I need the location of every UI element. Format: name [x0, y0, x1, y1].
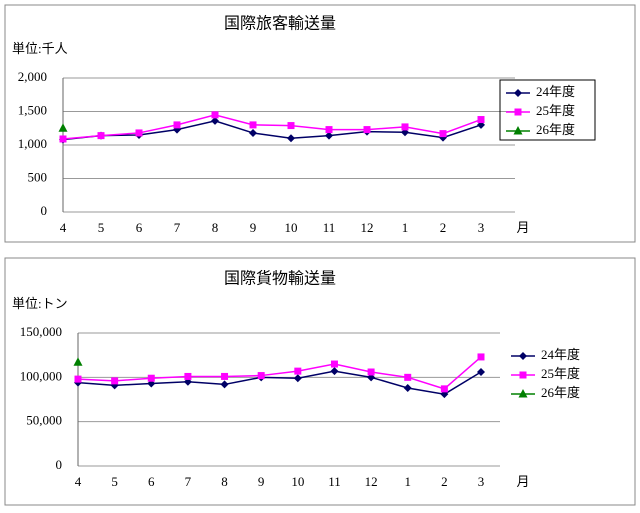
marker [363, 126, 371, 134]
marker [184, 372, 192, 380]
marker [519, 352, 527, 360]
marker [147, 374, 155, 382]
legend-label: 24年度 [536, 84, 575, 99]
legend-box [499, 79, 596, 141]
y-tick-label: 1,500 [18, 102, 47, 117]
marker [513, 126, 523, 135]
marker [325, 126, 333, 134]
marker [293, 374, 302, 383]
x-tick-label: 6 [148, 474, 155, 489]
chart-frame [4, 4, 636, 243]
series-line [62, 120, 482, 141]
marker [97, 132, 105, 140]
unit-label: 単位:トン [12, 296, 68, 311]
series-line [77, 356, 482, 390]
legend-label: 25年度 [541, 366, 580, 381]
x-tick-label: 3 [478, 220, 485, 235]
chart-title: 国際貨物輸送量 [224, 270, 336, 288]
x-tick-label: 3 [478, 474, 485, 489]
y-tick-label: 1,000 [18, 136, 47, 151]
marker [111, 377, 119, 385]
marker [135, 129, 143, 137]
legend-label: 26年度 [536, 122, 575, 137]
marker [477, 116, 485, 124]
marker [74, 375, 82, 383]
y-tick-label: 50,000 [26, 413, 62, 428]
x-tick-label: 5 [98, 220, 105, 235]
x-tick-label: 7 [174, 220, 181, 235]
x-tick-label: 2 [441, 474, 448, 489]
marker [367, 368, 375, 376]
marker [287, 134, 295, 143]
marker [173, 121, 181, 129]
x-tick-label: 4 [60, 220, 67, 235]
marker [257, 372, 265, 380]
x-tick-label: 12 [361, 220, 374, 235]
x-unit: 月 [516, 220, 529, 235]
x-tick-label: 9 [258, 474, 265, 489]
chart-frame [4, 257, 636, 506]
marker [249, 128, 257, 137]
marker [325, 131, 333, 140]
x-tick-label: 1 [402, 220, 409, 235]
x-tick-label: 6 [136, 220, 143, 235]
x-tick-label: 4 [75, 474, 82, 489]
marker [514, 108, 522, 116]
y-tick-label: 150,000 [20, 324, 62, 339]
unit-label: 単位:千人 [12, 41, 68, 56]
marker [211, 116, 219, 125]
marker [401, 123, 409, 131]
x-tick-label: 2 [440, 220, 447, 235]
y-tick-label: 0 [41, 203, 48, 218]
marker [440, 385, 448, 393]
y-tick-label: 500 [28, 169, 48, 184]
marker [330, 367, 339, 376]
x-tick-label: 5 [111, 474, 118, 489]
y-tick-label: 2,000 [18, 69, 47, 84]
marker [403, 383, 412, 392]
x-tick-label: 10 [291, 474, 304, 489]
x-tick-label: 9 [250, 220, 257, 235]
series-line [77, 370, 482, 395]
marker [330, 360, 338, 368]
x-tick-label: 1 [404, 474, 411, 489]
marker [221, 372, 229, 380]
marker [211, 111, 219, 119]
marker [518, 389, 528, 398]
marker [294, 367, 302, 375]
series-line [62, 114, 482, 140]
marker [477, 353, 485, 361]
marker [220, 380, 229, 389]
marker [58, 123, 68, 132]
x-tick-label: 12 [365, 474, 378, 489]
marker [59, 135, 67, 143]
marker [519, 371, 527, 379]
legend-label: 26年度 [541, 385, 580, 400]
chart-title: 国際旅客輸送量 [224, 15, 336, 33]
marker [477, 368, 485, 377]
marker [514, 89, 522, 97]
marker [287, 122, 295, 130]
x-tick-label: 8 [212, 220, 219, 235]
marker [249, 121, 257, 129]
marker [73, 357, 83, 366]
legend-label: 24年度 [541, 347, 580, 362]
x-tick-label: 11 [323, 220, 336, 235]
y-tick-label: 0 [56, 457, 63, 472]
legend-label: 25年度 [536, 103, 575, 118]
marker [404, 373, 412, 381]
x-tick-label: 10 [285, 220, 298, 235]
x-tick-label: 11 [328, 474, 341, 489]
x-unit: 月 [516, 474, 529, 489]
x-tick-label: 7 [185, 474, 192, 489]
x-tick-label: 8 [221, 474, 228, 489]
marker [439, 130, 447, 138]
y-tick-label: 100,000 [20, 368, 62, 383]
